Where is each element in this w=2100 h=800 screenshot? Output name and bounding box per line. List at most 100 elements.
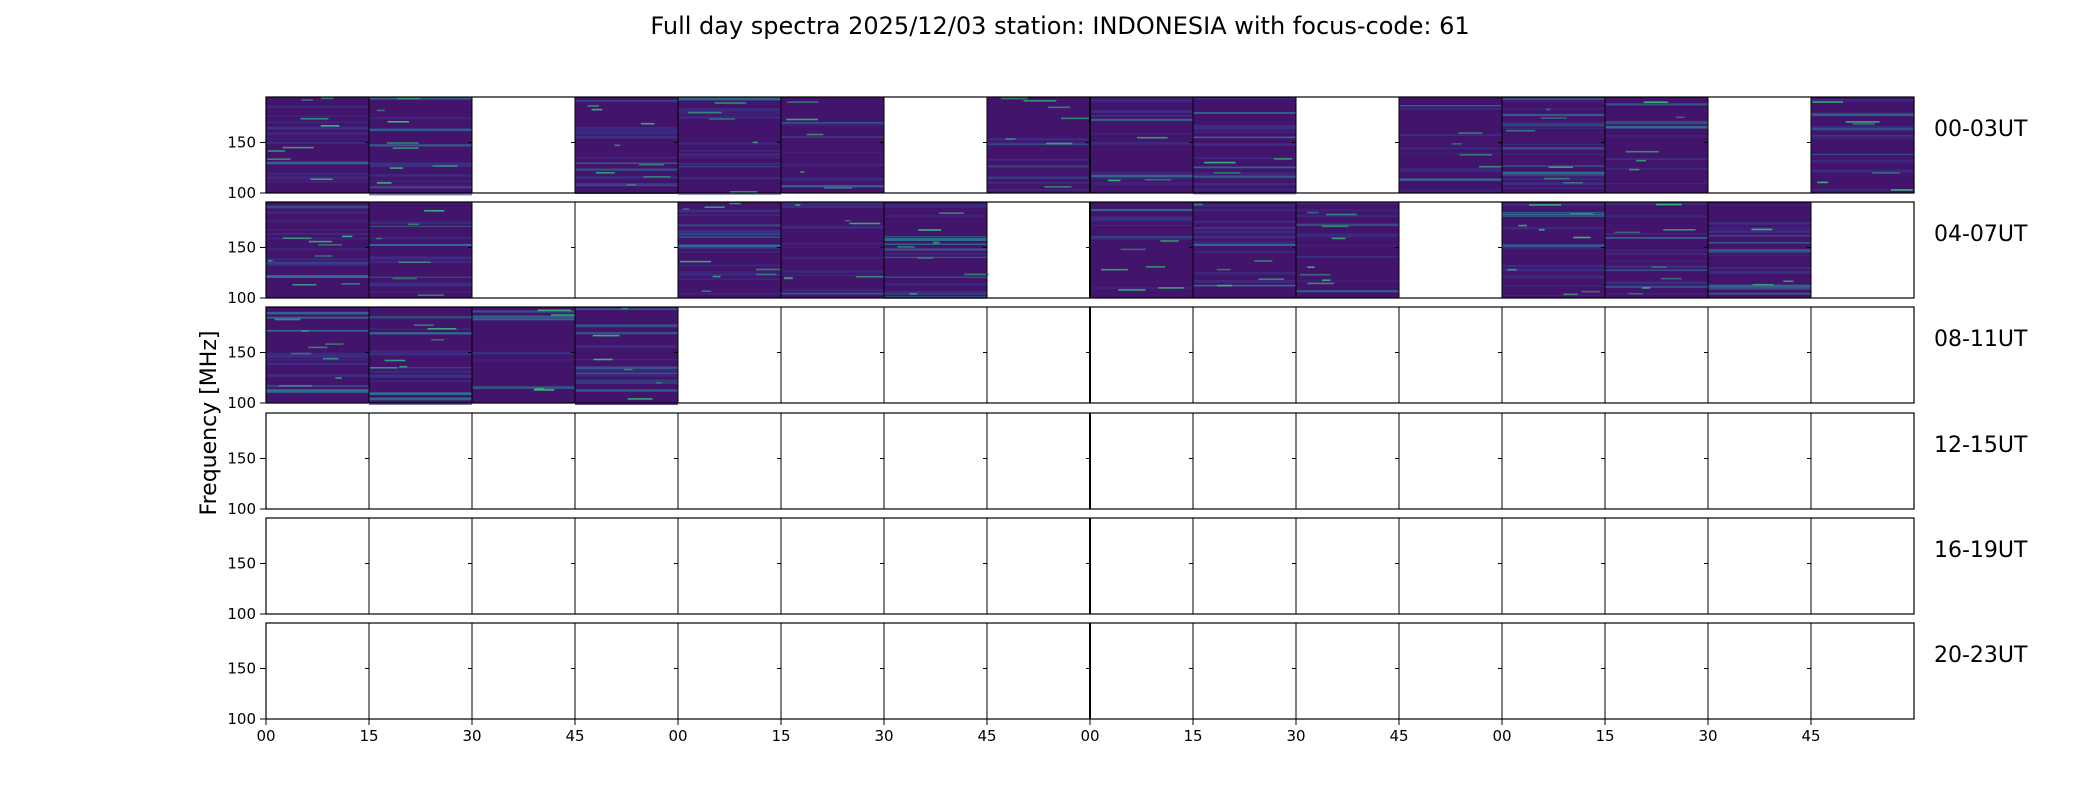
- x-tick-label: 30: [1286, 727, 1305, 745]
- spectrum-band: [266, 176, 369, 179]
- spectrum-band: [884, 238, 987, 241]
- spectrum-burst: [626, 183, 637, 186]
- spectrum-burst: [267, 158, 291, 160]
- spectrum-band: [1502, 121, 1605, 125]
- spectrum-cell: [983, 623, 988, 719]
- spectrum-burst: [274, 318, 301, 321]
- spectrum-burst: [1023, 100, 1057, 102]
- spectrum-band: [884, 215, 987, 217]
- spectrum-band: [1193, 157, 1296, 160]
- spectrum-burst: [392, 147, 419, 149]
- spectrum-band: [1193, 172, 1296, 175]
- row-frame: [265, 96, 1915, 194]
- spectrum-band: [266, 248, 369, 251]
- spectrum-background: [1193, 202, 1296, 298]
- spectrum-band: [472, 318, 575, 321]
- spectrum-band: [1708, 287, 1811, 290]
- spectrum-band: [369, 380, 472, 383]
- spectrum-band: [781, 151, 884, 153]
- spectrum-burst: [752, 141, 758, 144]
- spectrum-burst: [1641, 287, 1650, 289]
- spectrum-band: [575, 358, 678, 361]
- spectrum-band: [266, 205, 369, 209]
- spectrum-band: [369, 370, 472, 373]
- spectrum-band: [369, 174, 472, 177]
- spectrum-band: [266, 121, 369, 124]
- spectrum-cell: [1601, 307, 1606, 403]
- spectrum-burst: [714, 102, 747, 104]
- spectrum-band: [1708, 292, 1811, 295]
- x-tick-label: 00: [1492, 727, 1511, 745]
- spectrum-band: [575, 374, 678, 377]
- spectrum-band: [369, 221, 472, 225]
- spectrum-band: [369, 350, 472, 353]
- spectrum-burst: [824, 187, 853, 189]
- spectrum-burst: [1546, 108, 1551, 111]
- spectrum-cell: [880, 307, 885, 403]
- spectrum-band: [1502, 268, 1605, 272]
- spectrum-cell: [1086, 307, 1091, 403]
- spectrum-band: [987, 159, 1090, 161]
- spectrum-burst: [1458, 132, 1483, 134]
- spectrum-cell: [571, 413, 576, 509]
- spectrum-band: [1296, 290, 1399, 293]
- spectrum-burst: [687, 111, 722, 114]
- spectrum-burst: [308, 240, 333, 243]
- row-label: 20-23UT: [1934, 643, 2028, 668]
- spectrum-band: [369, 290, 472, 293]
- spectrum-cell: [365, 623, 370, 719]
- spectrum-band: [1193, 112, 1296, 114]
- spectrum-cell: [468, 97, 473, 193]
- spectrum-band: [1296, 235, 1399, 238]
- spectrum-burst: [387, 142, 419, 144]
- spectrum-band: [266, 141, 369, 144]
- spectrum-band: [1502, 285, 1605, 287]
- spectrum-band: [472, 386, 575, 389]
- spectrum-burst: [300, 117, 329, 120]
- spectrum-burst: [387, 121, 409, 123]
- spectrum-band: [678, 251, 781, 253]
- spectrum-band: [678, 142, 781, 145]
- spectrum-band: [575, 175, 678, 179]
- spectrum-burst: [897, 246, 915, 248]
- spectrum-burst: [1061, 117, 1094, 120]
- spectrum-band: [1090, 216, 1193, 219]
- spectrum-band: [369, 332, 472, 335]
- spectrum-cell: [1807, 623, 1812, 719]
- spectrum-band: [575, 345, 678, 349]
- spectrum-burst: [701, 290, 712, 292]
- spectrum-band: [781, 122, 884, 124]
- spectrum-burst: [1258, 278, 1284, 280]
- spectrum-burst: [551, 314, 581, 316]
- spectrum-burst: [417, 294, 444, 296]
- spectrum-band: [1502, 98, 1605, 100]
- spectrum-cell: [1601, 518, 1606, 614]
- spectrum-band: [369, 117, 472, 120]
- spectrum-band: [266, 258, 369, 261]
- spectrum-burst: [397, 97, 420, 100]
- spectrum-band: [369, 243, 472, 246]
- spectrum-band: [369, 237, 472, 240]
- spectrum-burst: [292, 284, 317, 286]
- spectrum-band: [369, 282, 472, 285]
- spectrum-band: [369, 276, 472, 279]
- spectrum-background: [1296, 202, 1399, 298]
- spectrum-burst: [533, 389, 555, 391]
- spectrum-burst: [1660, 277, 1682, 280]
- spectrum-burst: [1656, 203, 1682, 206]
- spectrum-burst: [1145, 266, 1165, 268]
- spectrum-burst: [784, 277, 793, 280]
- spectrum-band: [1811, 160, 1914, 163]
- spectrum-band: [987, 142, 1090, 145]
- spectrum-cell: [1498, 413, 1503, 509]
- spectrum-cell: [1395, 202, 1400, 298]
- spectrum-band: [1811, 128, 1914, 130]
- spectrum-burst: [384, 359, 406, 362]
- spectrum-band: [1502, 182, 1605, 185]
- spectrum-band: [781, 246, 884, 248]
- spectrum-band: [1605, 202, 1708, 205]
- spectrum-cell: [983, 202, 988, 298]
- spectrum-cell: [468, 413, 473, 509]
- spectrum-band: [1811, 188, 1914, 192]
- spectrum-band: [575, 157, 678, 159]
